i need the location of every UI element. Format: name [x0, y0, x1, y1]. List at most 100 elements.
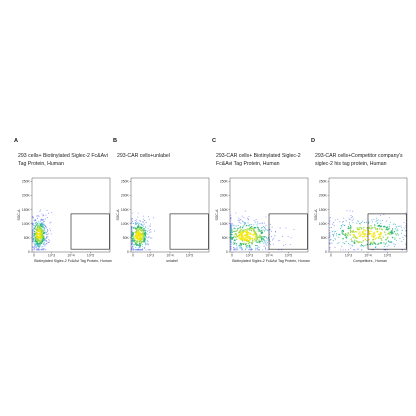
event-dot: [354, 239, 356, 241]
event-dot: [253, 230, 256, 233]
event-dot: [233, 246, 235, 248]
event-dot: [137, 216, 139, 218]
event-dot: [282, 244, 285, 246]
event-dot: [37, 249, 39, 251]
event-dot: [403, 222, 405, 224]
y-tick-label: 150K: [121, 208, 130, 212]
event-dot: [339, 227, 342, 230]
event-dot: [352, 218, 354, 220]
event-dot: [269, 241, 271, 243]
event-dot: [266, 229, 268, 231]
event-dot: [390, 230, 392, 232]
event-dot: [250, 229, 253, 232]
event-dot: [137, 233, 139, 236]
event-dot: [42, 246, 44, 248]
event-dot: [246, 238, 249, 241]
event-dot: [239, 242, 242, 245]
event-dot: [253, 219, 255, 222]
event-dot: [244, 243, 247, 246]
event-dot: [391, 233, 393, 235]
event-dot: [143, 223, 145, 225]
event-dot: [255, 236, 258, 238]
event-dot: [141, 233, 144, 235]
event-dot: [247, 231, 250, 234]
y-tick-label: 250K: [220, 180, 229, 184]
event-dot: [351, 240, 353, 242]
event-dot: [247, 247, 249, 249]
event-dot: [46, 209, 48, 211]
x-tick-label: 10^5: [285, 254, 292, 258]
event-dot: [350, 226, 352, 228]
event-dot: [44, 248, 46, 250]
event-dot: [355, 237, 357, 239]
event-dot: [374, 226, 376, 229]
event-dot: [379, 220, 381, 222]
event-dot: [368, 230, 370, 233]
event-dot: [362, 245, 364, 247]
panel-letter: C: [212, 138, 217, 144]
event-dot: [237, 219, 239, 221]
event-dot: [265, 225, 267, 227]
event-dot: [45, 237, 47, 240]
event-dot: [340, 225, 342, 227]
event-dot: [329, 236, 331, 238]
event-dot: [132, 244, 134, 246]
event-dot: [138, 245, 140, 247]
event-dot: [234, 233, 237, 235]
event-dot: [146, 230, 149, 232]
event-dot: [359, 223, 361, 225]
event-dot: [134, 239, 137, 242]
event-dot: [396, 230, 398, 232]
event-dot: [231, 242, 233, 244]
event-dot: [131, 236, 133, 238]
event-dot: [243, 217, 245, 219]
event-dot: [42, 219, 44, 221]
event-dot: [370, 241, 372, 244]
event-dot: [267, 249, 269, 251]
event-dot: [147, 241, 149, 243]
event-dot: [374, 234, 376, 237]
event-dot: [234, 236, 237, 238]
event-dot: [368, 221, 370, 223]
event-dot: [137, 226, 139, 229]
flow-plot: 0 50K 100K 150K 200K 250K 0 10^3 10^4 10^5 SSC-A Bi…: [17, 177, 112, 263]
event-dot: [265, 237, 267, 239]
event-dot: [235, 235, 238, 237]
event-dot: [364, 234, 366, 236]
event-dot: [352, 221, 354, 224]
event-dot: [329, 221, 331, 223]
event-dot: [258, 239, 260, 241]
event-dot: [378, 233, 380, 235]
event-dot: [149, 225, 151, 227]
event-dot: [141, 224, 143, 226]
event-dot: [258, 246, 260, 248]
event-dot: [50, 221, 52, 223]
event-dot: [388, 231, 390, 233]
event-dot: [41, 222, 43, 224]
event-dot: [43, 242, 45, 244]
event-dot: [37, 226, 39, 229]
event-dot: [144, 229, 146, 231]
event-dot: [358, 235, 361, 237]
event-dot: [38, 243, 40, 245]
event-dot: [238, 235, 241, 237]
event-dot: [136, 221, 138, 223]
gate-rectangle: [268, 213, 308, 250]
event-dot: [255, 239, 258, 241]
event-dot: [361, 241, 363, 244]
x-axis-label: Biotinylated Siglec-2 Fc&Avi Tag Protein…: [232, 259, 310, 263]
event-dot: [230, 239, 232, 241]
event-dot: [248, 249, 250, 251]
event-dot: [337, 218, 339, 220]
event-dot: [371, 249, 373, 251]
event-dot: [243, 221, 245, 224]
event-dot: [131, 242, 133, 244]
event-dot: [239, 218, 241, 220]
event-dot: [329, 223, 331, 225]
event-dot: [256, 244, 258, 247]
event-dot: [267, 230, 269, 232]
event-dot: [345, 249, 347, 251]
event-dot: [329, 243, 331, 245]
event-dot: [377, 219, 379, 221]
event-dot: [251, 223, 253, 226]
